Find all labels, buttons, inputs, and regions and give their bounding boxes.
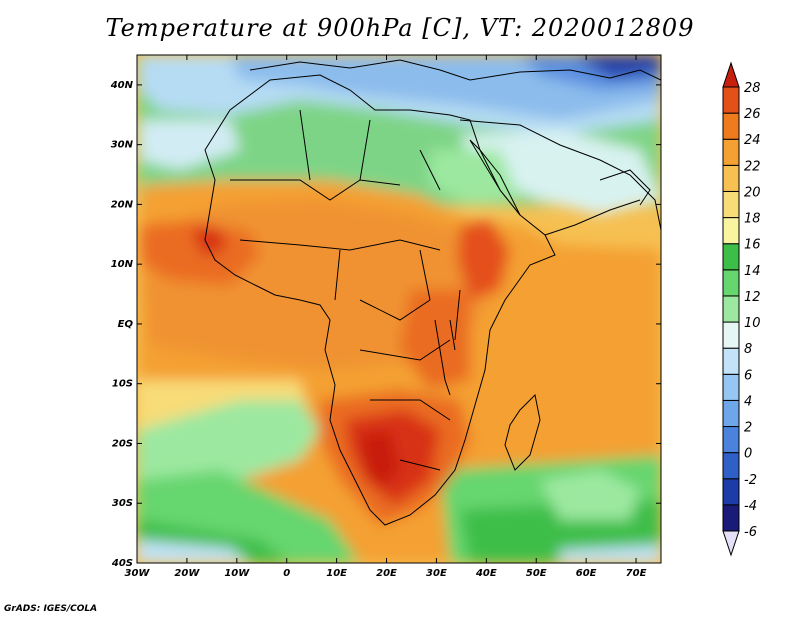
colorbar-label: -6: [744, 525, 757, 540]
colorbar-swatch: [722, 399, 740, 428]
colorbar-label: 10: [744, 316, 761, 331]
colorbar-swatch: [722, 269, 740, 297]
lat-tick-label: 40S: [111, 558, 133, 569]
colorbar-swatch: [722, 373, 740, 401]
lon-tick-label: 0: [283, 568, 290, 579]
colorbar-label: 18: [744, 212, 761, 227]
colorbar-swatch: [722, 452, 740, 480]
colorbar-swatch: [722, 321, 740, 349]
colorbar-swatch: [722, 426, 740, 454]
colorbar-label: 2: [744, 421, 752, 436]
colorbar-label: 24: [744, 133, 761, 148]
colorbar-swatch: [722, 164, 740, 192]
colorbar-label: 14: [744, 264, 761, 279]
lon-tick-label: 30W: [125, 568, 151, 579]
plot-frame: [136, 54, 662, 564]
colorbar-label: 0: [744, 447, 752, 462]
colorbar-swatch: [722, 347, 740, 375]
lat-tick-label: 20S: [112, 438, 133, 449]
colorbar-swatch: [722, 112, 740, 140]
lon-tick-label: 20E: [376, 568, 397, 579]
colorbar-label: 16: [744, 238, 761, 253]
lat-tick-label: 30N: [111, 140, 134, 151]
colorbar-label: 28: [744, 81, 761, 96]
lat-tick-labels: 40N 30N 20N 10N EQ 10S 20S 30S 40S: [110, 80, 134, 569]
temperature-field: [137, 55, 661, 563]
lat-tick-label: 40N: [110, 80, 134, 91]
lat-tick-label: 10S: [112, 379, 133, 390]
colorbar-swatch: [722, 217, 740, 245]
lon-tick-label: 10W: [224, 568, 250, 579]
colorbar-label: -4: [744, 499, 757, 514]
lat-tick-label: 20N: [111, 199, 134, 210]
map-title: Temperature at 900hPa [C], VT: 202001280…: [105, 14, 695, 42]
colorbar-over-triangle: [722, 61, 740, 88]
colorbar-swatch: [722, 243, 740, 271]
lat-tick-label: EQ: [118, 319, 134, 330]
lon-tick-label: 20W: [174, 568, 200, 579]
colorbar-label: 26: [744, 107, 761, 122]
lat-tick-label: 30S: [112, 498, 133, 509]
colorbar-swatch: [722, 478, 740, 506]
colorbar-swatch: [722, 86, 740, 114]
lon-tick-label: 70E: [626, 568, 647, 579]
colorbar-label: 6: [744, 368, 752, 383]
colorbar-label: 4: [744, 394, 752, 409]
colorbar-label: 22: [744, 159, 761, 174]
lon-tick-label: 30E: [426, 568, 447, 579]
coastlines: [204, 59, 661, 526]
lon-tick-labels: 30W 20W 10W 0 10E 20E 30E 40E 50E 60E 70E: [125, 568, 647, 579]
credit-text: GrADS: IGES/COLA: [4, 604, 98, 614]
colorbar-swatch: [722, 138, 740, 166]
colorbar-under-triangle: [722, 530, 740, 557]
lon-tick-label: 50E: [526, 568, 547, 579]
colorbar-label: 20: [744, 185, 761, 200]
lon-tick-label: 40E: [475, 568, 497, 579]
colorbar: [722, 61, 740, 557]
colorbar-swatch: [722, 504, 740, 532]
lat-tick-label: 10N: [111, 259, 134, 270]
lon-tick-label: 10E: [326, 568, 347, 579]
colorbar-label: 12: [744, 290, 761, 305]
lon-tick-label: 60E: [576, 568, 597, 579]
colorbar-label: 8: [744, 342, 752, 357]
colorbar-swatch: [722, 190, 740, 219]
colorbar-label: -2: [744, 473, 757, 488]
axis-ticks: [136, 55, 661, 564]
colorbar-swatch: [722, 295, 740, 323]
